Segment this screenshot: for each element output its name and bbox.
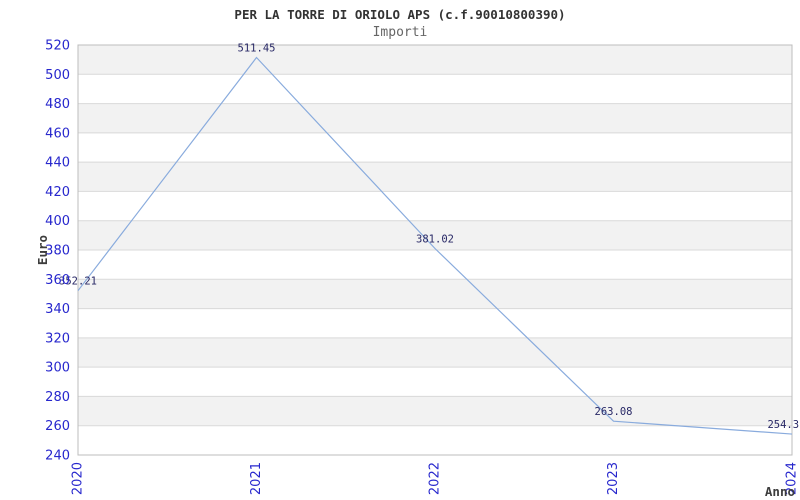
chart-subtitle: Importi bbox=[372, 25, 428, 40]
y-tick-label: 300 bbox=[45, 361, 70, 376]
y-tick-label: 240 bbox=[45, 449, 70, 464]
y-tick-label: 400 bbox=[45, 214, 70, 229]
point-label: 352.21 bbox=[59, 276, 97, 288]
y-axis-title: Euro bbox=[35, 235, 50, 265]
x-tick-label: 2021 bbox=[249, 462, 264, 495]
grid-band bbox=[78, 162, 792, 192]
plot-border bbox=[77, 44, 793, 456]
x-axis-title: Anno bbox=[765, 484, 795, 499]
y-tick-label: 500 bbox=[45, 68, 70, 83]
grid-band bbox=[78, 45, 792, 75]
y-tick-label: 280 bbox=[45, 390, 70, 405]
y-tick-label: 360 bbox=[45, 273, 70, 288]
grid-band bbox=[78, 396, 792, 426]
point-label: 254.3 bbox=[767, 419, 799, 431]
point-label: 511.45 bbox=[238, 43, 276, 55]
y-tick-label: 480 bbox=[45, 97, 70, 112]
x-tick-label: 2023 bbox=[606, 462, 621, 495]
y-tick-label: 260 bbox=[45, 419, 70, 434]
grid-band bbox=[78, 279, 792, 309]
y-tick-label: 380 bbox=[45, 244, 70, 259]
y-tick-label: 440 bbox=[45, 156, 70, 171]
chart-title: PER LA TORRE DI ORIOLO APS (c.f.90010800… bbox=[234, 7, 566, 22]
grid-band bbox=[78, 103, 792, 133]
series-line bbox=[77, 56, 793, 435]
point-label: 381.02 bbox=[416, 234, 454, 246]
y-tick-label: 460 bbox=[45, 126, 70, 141]
y-tick-label: 520 bbox=[45, 39, 70, 54]
y-tick-label: 320 bbox=[45, 331, 70, 346]
y-tick-label: 340 bbox=[45, 302, 70, 317]
x-tick-label: 2024 bbox=[785, 462, 800, 495]
x-tick-label: 2022 bbox=[428, 462, 443, 495]
point-label: 263.08 bbox=[595, 406, 633, 418]
grid-band bbox=[78, 337, 792, 368]
y-tick-label: 420 bbox=[45, 185, 70, 200]
x-tick-label: 2020 bbox=[71, 462, 86, 495]
grid-band bbox=[78, 220, 792, 250]
